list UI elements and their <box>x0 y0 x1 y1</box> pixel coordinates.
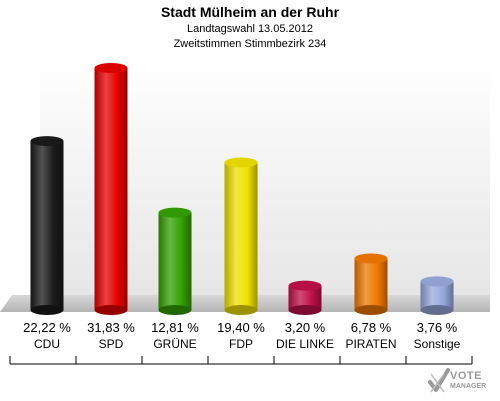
chart-subtitle-election: Landtagswahl 13.05.2012 <box>187 23 313 35</box>
bar-body <box>224 162 258 310</box>
value-label-spd: 31,83 % <box>87 320 135 335</box>
value-label-gruene: 12,81 % <box>151 320 199 335</box>
bar-fdp <box>224 157 258 315</box>
bar-base <box>94 305 128 315</box>
bar-top <box>224 157 258 168</box>
chart-back-wall <box>40 58 490 295</box>
value-label-sonstige: 3,76 % <box>416 320 458 335</box>
bar-spd <box>94 63 128 315</box>
bar-base <box>354 305 388 315</box>
value-label-fdp: 19,40 % <box>217 320 265 335</box>
category-label-piraten: PIRATEN <box>345 337 397 351</box>
bar-grüne <box>158 207 192 315</box>
bar-top <box>94 63 128 73</box>
chart-title: Stadt Mülheim an der Ruhr <box>160 4 340 20</box>
bar-top <box>420 276 454 287</box>
bar-base <box>224 305 258 315</box>
vote-manager-logo: VOTE MANAGER <box>428 366 498 396</box>
bar-base <box>30 305 64 315</box>
category-label-gruene: GRÜNE <box>153 337 197 351</box>
category-label-fdp: FDP <box>229 337 253 351</box>
checkmark-icon <box>428 368 450 393</box>
category-label-cdu: CDU <box>34 337 60 351</box>
bar-top <box>354 253 388 264</box>
bar-base <box>420 305 454 315</box>
bar-top <box>30 136 64 147</box>
bar-base <box>158 305 192 315</box>
bar-top <box>288 280 322 291</box>
category-label-sonstige: Sonstige <box>413 337 461 351</box>
value-label-linke: 3,20 % <box>284 320 326 335</box>
category-label-linke: DIE LINKE <box>275 337 335 351</box>
bar-body <box>94 68 128 310</box>
bar-base <box>288 305 322 315</box>
value-label-piraten: 6,78 % <box>350 320 392 335</box>
bar-body <box>158 212 192 310</box>
bar-die-linke <box>288 280 322 315</box>
category-label-spd: SPD <box>98 337 124 351</box>
bar-sonstige <box>420 276 454 315</box>
bar-piraten <box>354 253 388 315</box>
bar-body <box>354 258 388 310</box>
logo-line2: MANAGER <box>450 383 487 390</box>
logo-line1: VOTE <box>450 370 482 382</box>
bar-top <box>158 207 192 218</box>
bar-body <box>30 141 64 310</box>
chart-subtitle-district: Zweitstimmen Stimmbezirk 234 <box>173 38 327 50</box>
value-label-cdu: 22,22 % <box>23 320 71 335</box>
bar-cdu <box>30 136 64 315</box>
